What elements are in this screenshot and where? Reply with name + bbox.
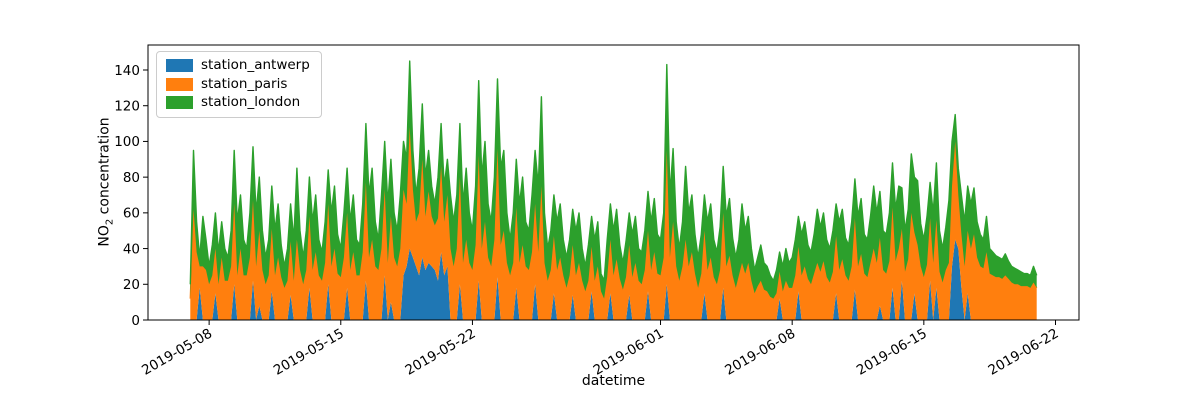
x-tick-label: 2019-06-08 (722, 326, 798, 379)
x-tick-label: 2019-05-15 (271, 326, 347, 379)
y-tick-label: 60 (123, 206, 140, 222)
ylabel-suffix: concentration (96, 117, 113, 219)
y-tick-label: 0 (131, 313, 140, 329)
x-tick-label: 2019-05-22 (402, 326, 478, 379)
x-tick-label: 2019-06-15 (854, 326, 930, 379)
y-tick-label: 20 (123, 277, 140, 293)
legend-label-london: station_london (201, 94, 301, 110)
x-tick-label: 2019-05-08 (139, 326, 215, 379)
line-station_london (189, 60, 1038, 285)
y-tick-label: 100 (114, 134, 140, 150)
legend-label-antwerp: station_antwerp (201, 57, 310, 73)
ylabel-prefix: NO (96, 225, 113, 247)
area-station_london (190, 61, 1037, 299)
x-axis-label: datetime (581, 373, 646, 389)
area-station_antwerp (190, 239, 1037, 320)
legend-label-paris: station_paris (201, 75, 288, 92)
y-axis-label: NO2 concentration (97, 117, 116, 246)
legend-swatch-antwerp (166, 59, 193, 73)
x-tick-label: 2019-06-22 (986, 326, 1062, 379)
legend-item-station-london: station_london (166, 94, 310, 110)
legend-swatch-london (166, 96, 193, 110)
legend-item-station-paris: station_paris (166, 75, 310, 92)
axes-frame (147, 44, 1080, 321)
y-tick-label: 140 (114, 63, 140, 79)
y-tick-label: 120 (114, 99, 140, 115)
x-tick-label: 2019-06-01 (591, 326, 667, 379)
ylabel-subscript: 2 (104, 218, 116, 226)
legend: station_antwerp station_paris station_lo… (156, 51, 322, 118)
y-tick-label: 80 (123, 170, 140, 186)
legend-item-station-antwerp: station_antwerp (166, 57, 310, 73)
y-tick-label: 40 (123, 241, 140, 257)
legend-swatch-paris (166, 77, 193, 91)
